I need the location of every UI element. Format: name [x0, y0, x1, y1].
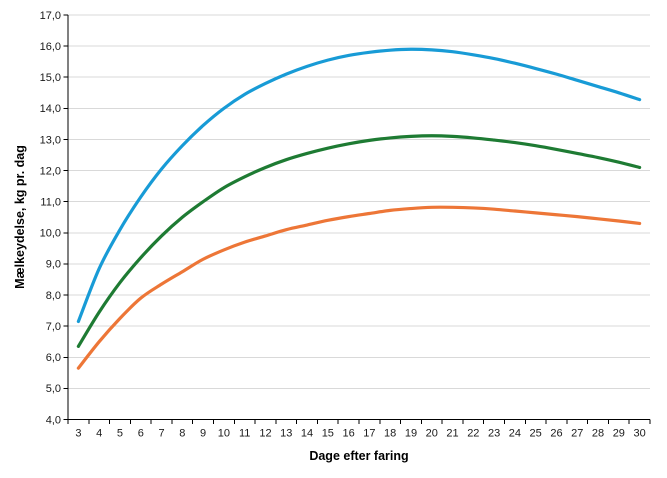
x-tick-label: 13 [280, 428, 292, 440]
y-tick-label: 10,0 [40, 228, 61, 240]
x-tick-label: 9 [200, 428, 206, 440]
x-tick-label: 22 [467, 428, 479, 440]
x-tick-label: 25 [530, 428, 542, 440]
x-tick-label: 24 [509, 428, 521, 440]
y-tick-label: 7,0 [46, 321, 61, 333]
x-tick-label: 3 [75, 428, 81, 440]
y-tick-label: 13,0 [40, 134, 61, 146]
x-tick-label: 23 [488, 428, 500, 440]
x-tick-label: 14 [301, 428, 313, 440]
x-tick-label: 30 [633, 428, 645, 440]
x-tick-label: 20 [426, 428, 438, 440]
y-tick-label: 5,0 [46, 383, 61, 395]
x-tick-label: 29 [613, 428, 625, 440]
series-line-green [76, 134, 642, 348]
x-tick-label: 8 [179, 428, 185, 440]
x-tick-label: 19 [405, 428, 417, 440]
x-tick-label: 4 [96, 428, 102, 440]
y-tick-label: 12,0 [40, 165, 61, 177]
x-tick-label: 6 [138, 428, 144, 440]
x-tick-label: 11 [239, 428, 250, 440]
y-tick-label: 16,0 [40, 41, 61, 53]
y-tick-label: 14,0 [40, 103, 61, 115]
x-tick-label: 17 [363, 428, 375, 440]
x-tick-label: 10 [218, 428, 230, 440]
y-tick-label: 4,0 [46, 414, 61, 426]
y-tick-label: 17,0 [40, 10, 61, 22]
y-tick-label: 6,0 [46, 352, 61, 364]
x-tick-label: 18 [384, 428, 396, 440]
x-tick-label: 15 [322, 428, 334, 440]
x-tick-label: 27 [571, 428, 583, 440]
series-line-blue [76, 47, 642, 324]
y-tick-label: 15,0 [40, 72, 61, 84]
x-tick-label: 12 [259, 428, 271, 440]
x-tick-label: 5 [117, 428, 123, 440]
x-tick-label: 7 [158, 428, 164, 440]
x-tick-label: 16 [342, 428, 354, 440]
series-line-orange [76, 205, 642, 370]
y-tick-label: 11,0 [40, 196, 61, 208]
y-tick-label: 8,0 [46, 290, 61, 302]
x-tick-label: 21 [446, 428, 458, 440]
x-axis-title: Dage efter faring [309, 449, 409, 463]
y-tick-label: 9,0 [46, 259, 61, 271]
x-tick-label: 28 [592, 428, 604, 440]
x-tick-label: 26 [550, 428, 562, 440]
y-axis-title: Mælkeydelse, kg pr. dag [13, 145, 27, 289]
